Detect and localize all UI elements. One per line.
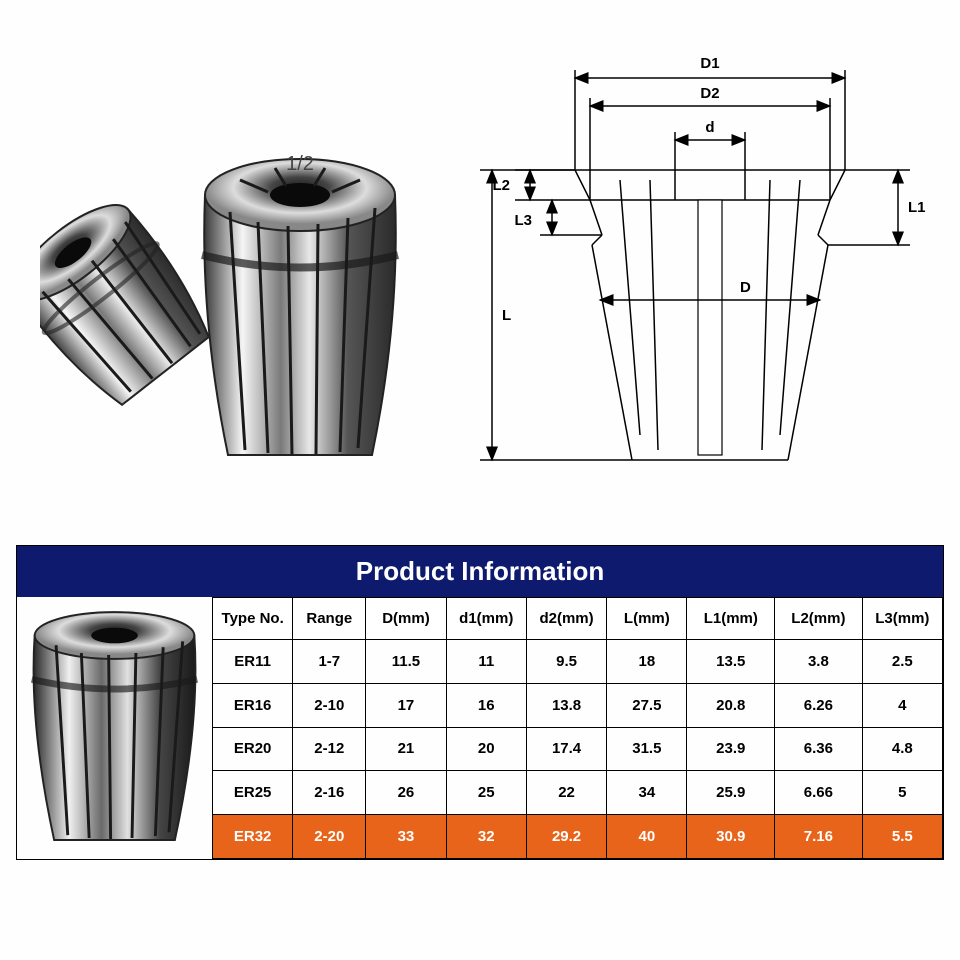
table-cell: 25.9: [687, 771, 775, 815]
table-cell: 5.5: [862, 815, 942, 859]
table-cell: 27.5: [607, 683, 687, 727]
table-cell: 20.8: [687, 683, 775, 727]
table-header: d1(mm): [446, 598, 526, 640]
table-cell: 30.9: [687, 815, 775, 859]
photo-size-label: 1/2: [286, 153, 314, 175]
table-header: Range: [293, 598, 366, 640]
dim-label-d2: D2: [700, 85, 719, 102]
table-cell: 2-12: [293, 727, 366, 771]
table-cell: 34: [607, 771, 687, 815]
table-header: d2(mm): [526, 598, 606, 640]
dim-label-L1: L1: [908, 199, 926, 216]
table-cell: 6.66: [775, 771, 863, 815]
table-cell: 32: [446, 815, 526, 859]
table-cell: 11: [446, 640, 526, 684]
table-cell: ER11: [213, 640, 293, 684]
table-cell: 29.2: [526, 815, 606, 859]
table-cell: 17.4: [526, 727, 606, 771]
table-cell: ER16: [213, 683, 293, 727]
table-row: ER322-20333229.24030.97.165.5: [213, 815, 943, 859]
table-cell: 5: [862, 771, 942, 815]
table-cell: 25: [446, 771, 526, 815]
table-cell: 6.36: [775, 727, 863, 771]
table-side-photo: [17, 597, 212, 859]
table-cell: 7.16: [775, 815, 863, 859]
table-header: D(mm): [366, 598, 446, 640]
table-cell: 23.9: [687, 727, 775, 771]
table-cell: 1-7: [293, 640, 366, 684]
table-cell: 2.5: [862, 640, 942, 684]
table-cell: 11.5: [366, 640, 446, 684]
table-cell: 33: [366, 815, 446, 859]
dim-label-L3: L3: [514, 212, 532, 229]
table-cell: 2-16: [293, 771, 366, 815]
dim-label-L2: L2: [492, 177, 510, 194]
dimension-diagram: D1 D2 d D L: [480, 40, 940, 480]
table-cell: 16: [446, 683, 526, 727]
panel-title: Product Information: [17, 546, 943, 597]
table-cell: 4: [862, 683, 942, 727]
table-cell: 6.26: [775, 683, 863, 727]
table-row: ER202-12212017.431.523.96.364.8: [213, 727, 943, 771]
table-cell: 31.5: [607, 727, 687, 771]
table-cell: 3.8: [775, 640, 863, 684]
table-cell: 17: [366, 683, 446, 727]
table-cell: 4.8: [862, 727, 942, 771]
table-cell: 13.8: [526, 683, 606, 727]
table-cell: 20: [446, 727, 526, 771]
table-row: ER252-162625223425.96.665: [213, 771, 943, 815]
table-cell: 40: [607, 815, 687, 859]
product-photo: 1/2: [40, 100, 440, 480]
product-info-panel: Product Information: [16, 545, 944, 860]
table-header: L(mm): [607, 598, 687, 640]
dim-label-D: D: [740, 279, 751, 296]
table-cell: 18: [607, 640, 687, 684]
table-cell: 21: [366, 727, 446, 771]
table-cell: 26: [366, 771, 446, 815]
table-cell: ER25: [213, 771, 293, 815]
table-cell: ER20: [213, 727, 293, 771]
table-header: L2(mm): [775, 598, 863, 640]
table-cell: 9.5: [526, 640, 606, 684]
table-row: ER162-10171613.827.520.86.264: [213, 683, 943, 727]
table-cell: 13.5: [687, 640, 775, 684]
spec-table: Type No.RangeD(mm)d1(mm)d2(mm)L(mm)L1(mm…: [212, 597, 943, 859]
table-header: L1(mm): [687, 598, 775, 640]
dim-label-d1: D1: [700, 55, 719, 72]
table-cell: 22: [526, 771, 606, 815]
dim-label-d: d: [705, 119, 714, 136]
dim-label-L: L: [502, 307, 511, 324]
table-row: ER111-711.5119.51813.53.82.5: [213, 640, 943, 684]
table-cell: ER32: [213, 815, 293, 859]
table-header: L3(mm): [862, 598, 942, 640]
table-header: Type No.: [213, 598, 293, 640]
table-cell: 2-10: [293, 683, 366, 727]
table-cell: 2-20: [293, 815, 366, 859]
